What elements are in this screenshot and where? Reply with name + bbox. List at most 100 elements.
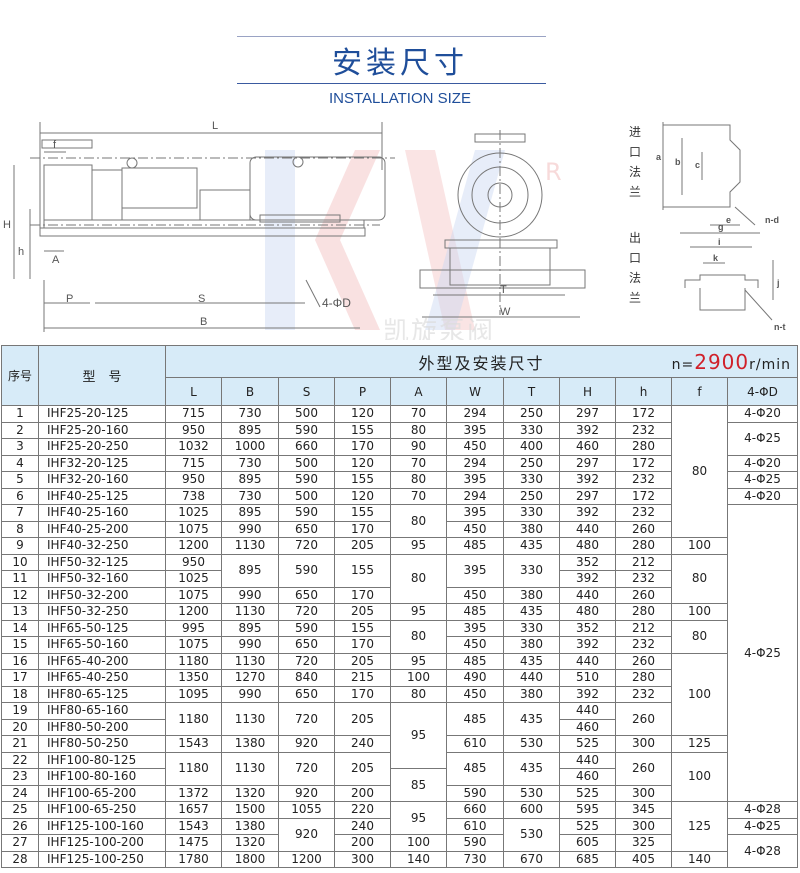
cell-b: 895 xyxy=(221,504,279,522)
cell-l: 1095 xyxy=(165,685,222,703)
cell-h: 232 xyxy=(615,685,672,703)
cell-no: 18 xyxy=(1,685,39,703)
cell-model: IHF100-65-250 xyxy=(38,801,166,819)
cell-model: IHF25-20-160 xyxy=(38,421,166,439)
cell-l: 715 xyxy=(165,454,222,472)
cell-w: 294 xyxy=(446,487,504,505)
cell-b: 730 xyxy=(221,454,279,472)
cell-b: 1130 xyxy=(221,652,279,670)
cell-s: 920 xyxy=(278,784,335,802)
dim-label-j: j xyxy=(776,278,780,288)
cell-no: 11 xyxy=(1,570,39,588)
cell-model: IHF65-40-200 xyxy=(38,652,166,670)
cell-s: 590 xyxy=(278,619,335,637)
cell-l: 1200 xyxy=(165,537,222,555)
cell-model: IHF50-32-125 xyxy=(38,553,166,571)
cell-l: 1657 xyxy=(165,801,222,819)
cell-w: 485 xyxy=(446,537,504,555)
cell-4d: 4-Φ28 xyxy=(727,834,798,868)
cell-s: 590 xyxy=(278,421,335,439)
cell-model: IHF65-50-160 xyxy=(38,636,166,654)
cell-b: 1130 xyxy=(221,603,279,621)
cell-p: 205 xyxy=(334,702,391,736)
cell-w: 395 xyxy=(446,421,504,439)
column-header: T xyxy=(503,377,560,406)
cell-b: 990 xyxy=(221,685,279,703)
cell-h: 392 xyxy=(559,471,616,489)
cell-h: 260 xyxy=(615,702,672,736)
cell-h: 232 xyxy=(615,504,672,522)
column-header: 4-ΦD xyxy=(727,377,798,406)
cell-h: 352 xyxy=(559,553,616,571)
cell-p: 300 xyxy=(334,850,391,868)
cell-b: 1800 xyxy=(221,850,279,868)
cell-t: 380 xyxy=(503,586,560,604)
cell-no: 25 xyxy=(1,801,39,819)
cell-a: 85 xyxy=(390,768,447,802)
dim-label-B: B xyxy=(200,316,207,328)
table-row: 5 IHF32-20-160 950 895 590 155 80 395 330 392 232 4… xyxy=(1,471,798,489)
cell-s: 920 xyxy=(278,817,335,852)
column-header: L xyxy=(165,377,222,406)
cell-4d: 4-Φ20 xyxy=(727,405,798,423)
table-row: 22 IHF100-80-125 1180 1130 720 205 485 435 440 26… xyxy=(1,751,798,802)
cell-b: 990 xyxy=(221,586,279,604)
cell-a: 95 xyxy=(390,652,447,670)
cell-p: 220 xyxy=(334,801,391,819)
cell-model: IHF65-50-125 xyxy=(38,619,166,637)
cell-h: 405 xyxy=(615,850,672,868)
cell-f: 125 xyxy=(671,801,728,852)
cell-s: 1200 xyxy=(278,850,335,868)
table-row: 10 IHF50-32-125 950 895 590 155 80 395 330 352 212… xyxy=(1,553,798,604)
column-header: A xyxy=(390,377,447,406)
cell-no: 9 xyxy=(1,537,39,555)
dim-label-b: b xyxy=(675,157,681,167)
cell-a: 95 xyxy=(390,801,447,835)
cell-w: 450 xyxy=(446,438,504,456)
cell-h: 440 xyxy=(559,520,616,538)
cell-h: 460 xyxy=(559,768,616,786)
cell-s: 590 xyxy=(278,553,335,588)
cell-l: 1075 xyxy=(165,586,222,604)
cell-no: 26 xyxy=(1,817,39,835)
cell-l: 1032 xyxy=(165,438,222,456)
cell-h: 260 xyxy=(615,586,672,604)
cell-h: 525 xyxy=(559,817,616,835)
cell-model: IHF25-20-125 xyxy=(38,405,166,423)
cell-h: 345 xyxy=(615,801,672,819)
table-row: 28 IHF125-100-250 1780 1800 1200 300 140 730 670… xyxy=(1,850,798,868)
cell-p: 205 xyxy=(334,751,391,786)
cell-f: 100 xyxy=(671,652,728,736)
table-row: 6 IHF40-25-125 738 730 500 120 70 294 250 297 172 4… xyxy=(1,487,798,505)
cell-s: 840 xyxy=(278,669,335,687)
cell-s: 720 xyxy=(278,652,335,670)
cell-4d: 4-Φ25 xyxy=(727,817,798,835)
cell-a: 95 xyxy=(390,702,447,769)
cell-s: 500 xyxy=(278,487,335,505)
cell-l: 1075 xyxy=(165,520,222,538)
cell-w: 450 xyxy=(446,685,504,703)
cell-l: 1075 xyxy=(165,636,222,654)
cell-4d: 4-Φ20 xyxy=(727,487,798,505)
cell-p: 200 xyxy=(334,784,391,802)
cell-l: 950 xyxy=(165,553,222,571)
cell-no: 6 xyxy=(1,487,39,505)
speed-unit: r/min xyxy=(749,357,791,373)
cell-p: 120 xyxy=(334,405,391,423)
cell-p: 205 xyxy=(334,603,391,621)
cell-model: IHF80-50-200 xyxy=(38,718,166,736)
cell-w: 450 xyxy=(446,520,504,538)
dim-label-h: h xyxy=(18,246,24,258)
cell-b: 730 xyxy=(221,487,279,505)
cell-l: 738 xyxy=(165,487,222,505)
cell-l: 1180 xyxy=(165,751,222,786)
cell-s: 720 xyxy=(278,751,335,786)
cell-h: 300 xyxy=(615,784,672,802)
cell-h: 685 xyxy=(559,850,616,868)
cell-h: 212 xyxy=(615,619,672,637)
cell-w: 294 xyxy=(446,405,504,423)
cell-w: 660 xyxy=(446,801,504,819)
dim-label-S: S xyxy=(198,293,205,305)
cell-a: 80 xyxy=(390,685,447,703)
